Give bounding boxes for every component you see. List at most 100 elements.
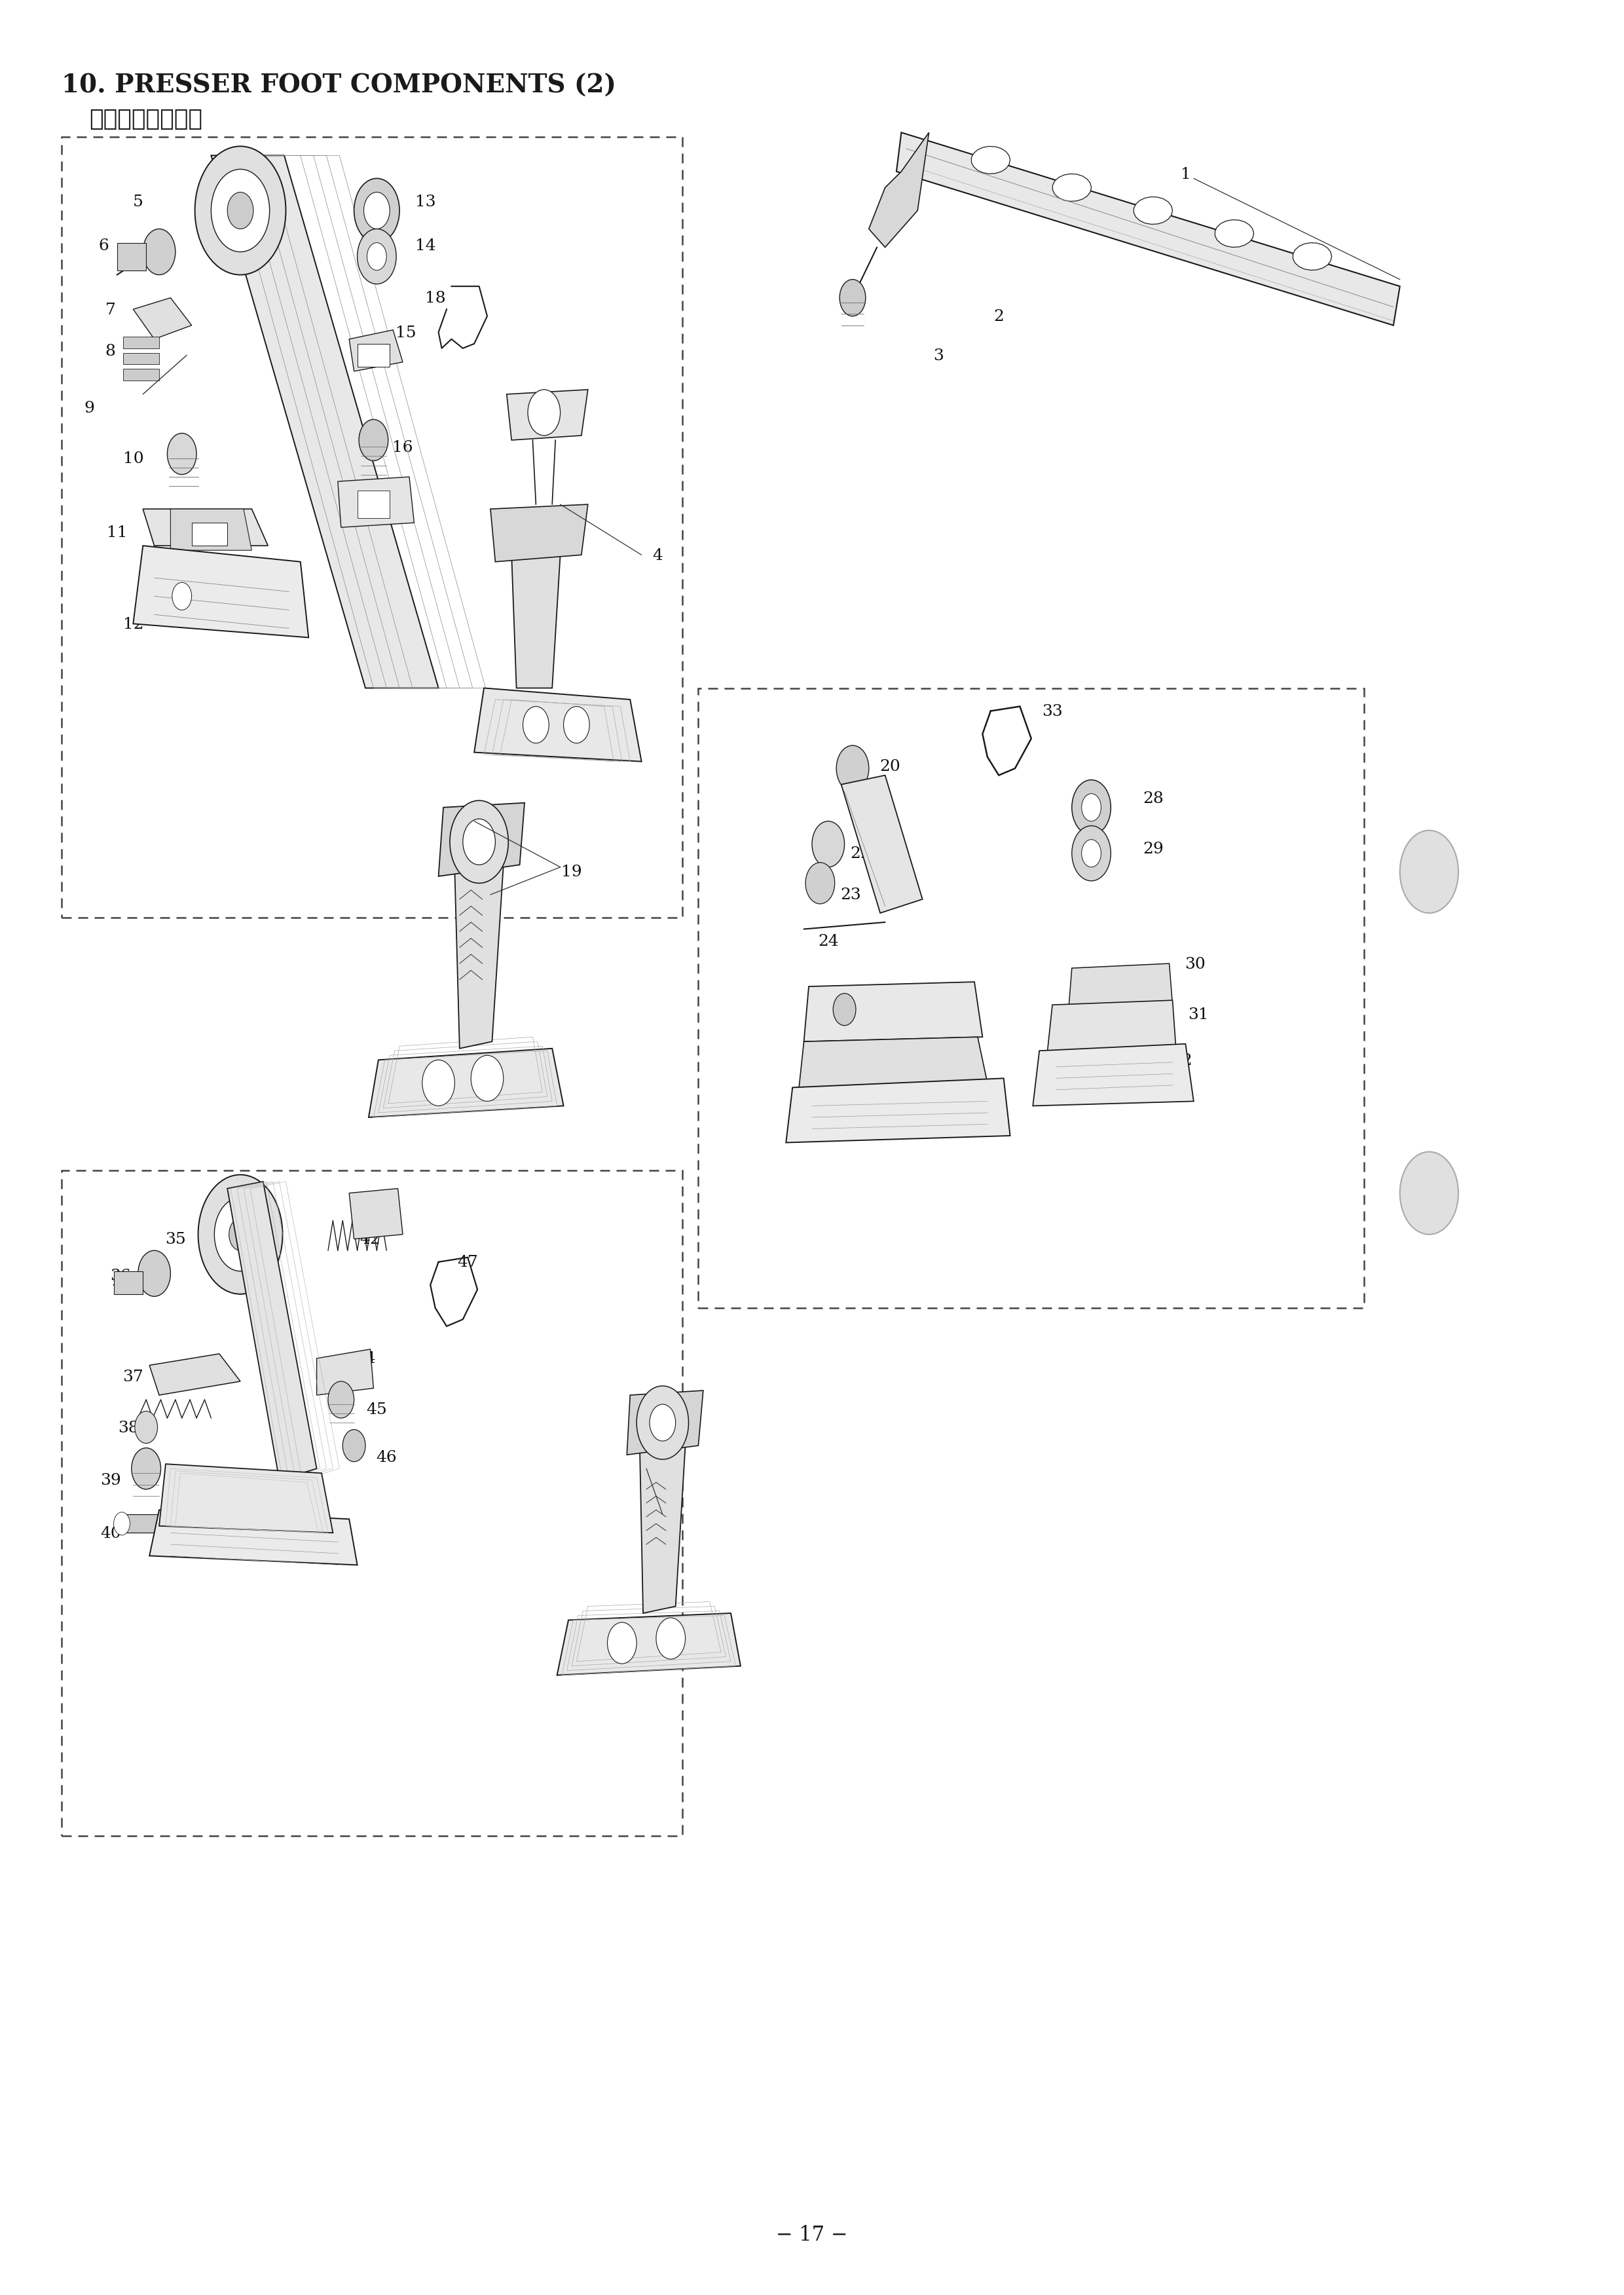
Polygon shape (159, 1464, 333, 1533)
Text: 23: 23 (841, 888, 861, 902)
Circle shape (528, 390, 560, 436)
Bar (114, 1271, 143, 1294)
Circle shape (450, 801, 508, 884)
Text: 17: 17 (380, 493, 400, 507)
Text: 39: 39 (101, 1473, 120, 1487)
Polygon shape (1215, 220, 1254, 248)
Text: 6: 6 (99, 239, 109, 252)
Circle shape (833, 994, 856, 1026)
Circle shape (523, 707, 549, 744)
Polygon shape (211, 156, 438, 689)
Text: 13: 13 (416, 195, 435, 209)
Circle shape (836, 746, 869, 792)
Polygon shape (786, 1079, 1010, 1143)
Text: 47: 47 (458, 1255, 477, 1269)
Text: 10: 10 (123, 452, 143, 466)
Bar (123, 337, 159, 349)
Text: 35: 35 (166, 1232, 185, 1246)
Text: 22: 22 (851, 847, 870, 861)
Text: 28: 28 (1143, 792, 1163, 806)
Polygon shape (133, 298, 192, 340)
Polygon shape (133, 546, 309, 638)
Polygon shape (143, 509, 268, 546)
Polygon shape (349, 1189, 403, 1239)
Polygon shape (1047, 1001, 1176, 1051)
Polygon shape (474, 689, 641, 762)
Text: 25: 25 (851, 1030, 870, 1044)
Bar (62, 138, 682, 918)
Text: 20: 20 (880, 760, 900, 773)
Bar (192, 523, 227, 546)
Circle shape (840, 280, 866, 317)
Polygon shape (804, 982, 983, 1042)
Circle shape (143, 230, 175, 275)
Polygon shape (799, 1037, 987, 1088)
Circle shape (463, 819, 495, 865)
Text: 43: 43 (377, 1196, 396, 1209)
Polygon shape (317, 1349, 374, 1395)
Circle shape (471, 1056, 503, 1102)
Circle shape (607, 1623, 637, 1664)
Text: 16: 16 (393, 441, 412, 454)
Circle shape (364, 193, 390, 230)
Text: 3: 3 (934, 349, 944, 363)
Circle shape (812, 822, 844, 868)
Polygon shape (557, 1613, 741, 1675)
Circle shape (422, 1060, 455, 1106)
Polygon shape (896, 133, 1400, 326)
Circle shape (806, 863, 835, 904)
Text: 41: 41 (263, 1531, 283, 1545)
Circle shape (637, 1386, 689, 1460)
Bar (117, 1515, 166, 1533)
Text: 42: 42 (361, 1232, 380, 1246)
Text: 2: 2 (994, 310, 1004, 324)
Text: 18: 18 (425, 291, 445, 305)
Polygon shape (869, 133, 929, 248)
Text: 29: 29 (1143, 842, 1163, 856)
Circle shape (1072, 826, 1111, 881)
Text: 押さえ関係（２）: 押さえ関係（２） (89, 108, 203, 131)
Polygon shape (227, 1182, 317, 1480)
Polygon shape (841, 776, 922, 913)
Circle shape (214, 1198, 266, 1271)
Text: 45: 45 (367, 1402, 387, 1416)
Circle shape (138, 1251, 171, 1297)
Circle shape (357, 230, 396, 285)
Text: 24: 24 (818, 934, 838, 948)
Polygon shape (438, 803, 525, 877)
Polygon shape (349, 330, 403, 372)
Text: 8: 8 (106, 344, 115, 358)
Circle shape (195, 147, 286, 275)
Text: 14: 14 (416, 239, 435, 252)
Text: 15: 15 (396, 326, 416, 340)
Polygon shape (1134, 197, 1173, 225)
Circle shape (656, 1618, 685, 1659)
Bar (117, 243, 146, 271)
Polygon shape (1052, 174, 1091, 202)
Circle shape (132, 1448, 161, 1489)
Polygon shape (1069, 964, 1173, 1010)
Circle shape (367, 243, 387, 271)
Bar (357, 344, 390, 367)
Circle shape (343, 1430, 365, 1462)
Polygon shape (971, 147, 1010, 174)
Bar (698, 689, 1364, 1308)
Circle shape (650, 1405, 676, 1441)
Text: 37: 37 (123, 1370, 143, 1384)
Polygon shape (338, 477, 414, 528)
Text: 10. PRESSER FOOT COMPONENTS (2): 10. PRESSER FOOT COMPONENTS (2) (62, 73, 617, 99)
Polygon shape (1293, 243, 1332, 271)
Polygon shape (640, 1446, 685, 1613)
Text: 34: 34 (653, 1512, 672, 1526)
Text: 5: 5 (133, 195, 143, 209)
Circle shape (198, 1175, 283, 1294)
Circle shape (172, 583, 192, 610)
Polygon shape (171, 509, 252, 551)
Circle shape (354, 179, 400, 243)
Text: 21: 21 (851, 801, 870, 815)
Bar (123, 369, 159, 381)
Text: 27: 27 (841, 1122, 861, 1136)
Text: 1: 1 (1181, 168, 1190, 181)
Text: 11: 11 (107, 526, 127, 539)
Polygon shape (1033, 1044, 1194, 1106)
